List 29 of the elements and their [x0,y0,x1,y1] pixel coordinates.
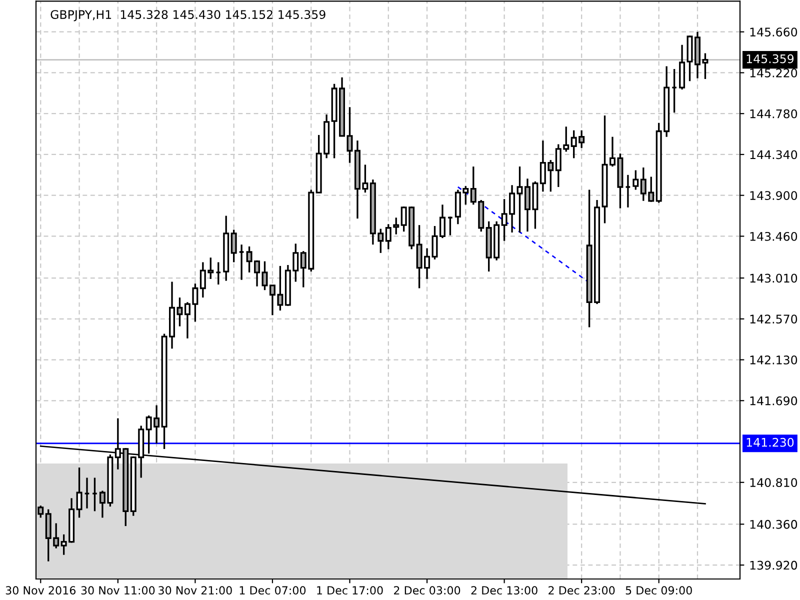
y-tick-label: 145.660 [750,28,798,37]
y-tick-label: 144.340 [750,150,798,160]
y-tick-label: 143.900 [750,191,798,200]
x-tick-label: 2 Dec 03:00 [394,586,460,595]
candlestick [346,106,353,164]
y-tick-label: 142.130 [750,355,798,364]
x-tick-label: 30 Nov 21:00 [158,586,232,595]
candlestick [230,228,237,264]
y-tick-label: 145.220 [750,68,798,78]
y-tick-label: 142.570 [750,314,798,324]
x-tick-label: 1 Dec 17:00 [317,586,383,595]
y-tick-label: 140.810 [750,478,798,488]
y-tick-label: 139.920 [750,560,798,570]
y-tick-label: 143.460 [750,232,798,241]
x-tick-label: 30 Nov 11:00 [81,586,155,595]
y-tick-label: 140.360 [750,520,798,529]
y-tick-label: 141.690 [750,396,798,406]
ref-line-label: 141.230 [746,438,794,447]
text: GBPJPY,H1 145.328 145.430 145.152 145.359 [50,10,326,22]
y-tick-label: 144.780 [750,109,798,118]
x-tick-label: 2 Dec 13:00 [471,586,538,595]
y-tick-label: 143.010 [750,274,798,283]
x-tick-label: 30 Nov 2016 [6,586,76,595]
candlestick [632,169,639,191]
x-tick-label: 5 Dec 09:00 [626,586,692,595]
x-tick-label: 1 Dec 07:00 [240,586,306,595]
x-tick-label: 2 Dec 23:00 [548,586,615,595]
ref-line-label: 145.359 [746,54,794,64]
candlestick [76,466,82,519]
